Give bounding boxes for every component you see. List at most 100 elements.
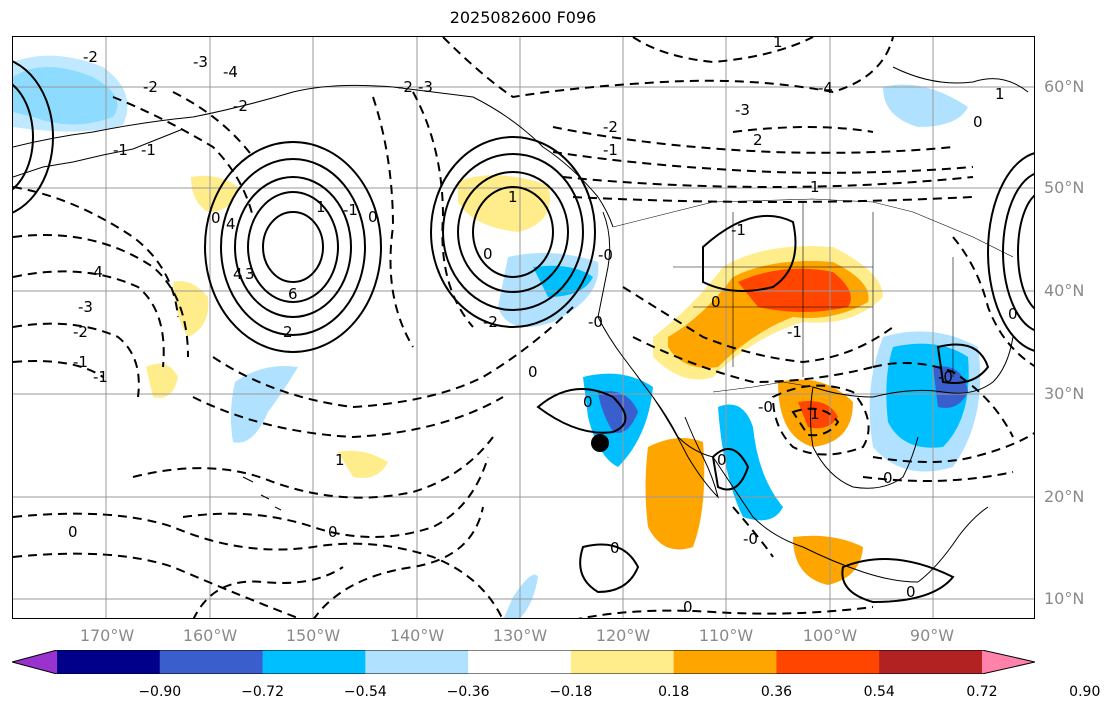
colorbar-extend-high <box>982 650 1035 674</box>
station-marker <box>591 434 609 452</box>
contour-labels: -2 -3 -4 -2 -1 -2 -3 -4 -3 -2 -1 6 1 2 3… <box>68 37 1018 616</box>
contour-ring-155w-5 <box>262 211 324 283</box>
aleutians <box>13 128 184 178</box>
alaska-coast <box>13 84 614 228</box>
contour-label: -1 <box>603 141 618 159</box>
central-america <box>917 506 989 583</box>
contour-pac-2 <box>192 396 504 439</box>
contour-label: 6 <box>288 285 298 303</box>
contour-mid-5 <box>313 506 484 618</box>
lat-label-20n: 20°N <box>1044 487 1085 506</box>
contour-label: 0 <box>368 208 378 226</box>
colorbar-segment <box>468 650 572 674</box>
contour-us-1 <box>622 286 894 364</box>
contour-canada-2 <box>552 151 974 174</box>
contour-label: 1 <box>335 451 345 469</box>
contour-mexico-1 <box>771 384 870 456</box>
contour-label: 0 <box>683 598 693 616</box>
anomaly-fills <box>13 55 981 618</box>
contour-label: -4 <box>88 263 103 281</box>
lat-label-40n: 40°N <box>1044 281 1085 300</box>
colorbar-segment <box>159 650 264 674</box>
contour-label: -0 <box>598 246 613 264</box>
fill-positive-145w <box>458 175 550 232</box>
contour-label: -1 <box>93 368 108 386</box>
colorbar-tick-label: −0.72 <box>241 684 284 700</box>
contour-canada-4 <box>572 196 974 204</box>
colorbar-tick-label: 0.72 <box>966 684 998 700</box>
contour-neg-3 <box>13 270 165 368</box>
contour-label: 0 <box>583 393 593 411</box>
fill-negative-150w <box>230 366 298 443</box>
colorbar-tick-label: −0.54 <box>343 684 387 700</box>
hudson-bay <box>892 66 1029 93</box>
contour-label: 0 <box>610 539 620 557</box>
colorbar-tick-label: −0.36 <box>446 684 490 700</box>
contour-label: -1 <box>787 323 802 341</box>
contour-zero-us <box>702 214 797 292</box>
contour-neg-1 <box>13 186 179 318</box>
contour-label: -1 <box>141 141 156 159</box>
fill-positive-165w <box>173 281 209 337</box>
contour-label: 0 <box>906 583 916 601</box>
coastlines <box>13 66 1029 583</box>
contour-mid-2 <box>13 552 301 618</box>
contour-ring-135w-1 <box>472 186 554 278</box>
contour-gulf-4 <box>872 432 1034 463</box>
map-title: 2025082600 F096 <box>449 8 597 27</box>
contour-baja-south <box>732 506 774 558</box>
lat-label-50n: 50°N <box>1044 178 1085 197</box>
contour-ring-east-2 <box>987 152 1034 352</box>
contour-label: -0 <box>758 398 773 416</box>
colorbar-segment <box>879 650 983 674</box>
contour-label: -1 <box>343 201 358 219</box>
colorbar-segment <box>673 650 777 674</box>
fill-negative-nw-light <box>13 55 128 132</box>
contour-zero-gulf <box>936 343 990 384</box>
contour-label: 1 <box>508 188 518 206</box>
contour-label: 3 <box>245 265 255 283</box>
contour-north-1 <box>442 37 894 99</box>
lat-label-10n: 10°N <box>1044 589 1085 608</box>
fill-negative-baja-core <box>598 391 638 433</box>
contour-label: -1 <box>113 141 128 159</box>
contour-label: -4 <box>223 63 238 81</box>
contour-label: -2 <box>143 78 158 96</box>
contour-label: -2 <box>73 323 88 341</box>
fill-negative-mexico <box>718 404 783 521</box>
contour-label: 0 <box>973 113 983 131</box>
contour-label: 4 <box>233 265 243 283</box>
contour-ring-east-1 <box>1002 172 1034 332</box>
contour-zero-baja <box>536 388 627 434</box>
contour-label: -3 <box>78 298 93 316</box>
contour-label: -4 <box>818 79 833 97</box>
lon-label-160w: 160°W <box>182 626 238 645</box>
hawaii-islands <box>242 476 282 511</box>
contour-neg-2 <box>13 234 189 358</box>
lon-label-90w: 90°W <box>909 626 955 645</box>
contour-zero-ocean <box>192 566 344 618</box>
contour-ring-155w-2 <box>234 176 352 318</box>
contour-label: 0 <box>211 209 221 227</box>
contour-label: 0 <box>68 523 78 541</box>
contour-label: 1 <box>810 405 820 423</box>
contour-label: 0 <box>717 451 727 469</box>
fill-negative-60n-east <box>883 84 968 127</box>
contour-ring-155w-4 <box>204 141 382 353</box>
colorbar-segment <box>776 650 880 674</box>
colorbar-tick-label: −0.18 <box>549 684 593 700</box>
contour-label: -2 <box>603 118 618 136</box>
contour-label: -1 <box>731 221 746 239</box>
contour-label: 2 <box>283 323 293 341</box>
contour-mid-3 <box>132 436 494 499</box>
colorbar <box>12 650 1035 674</box>
contour-label: -0 <box>743 530 758 548</box>
contour-label: -2 <box>233 97 248 115</box>
contour-ring-nw-1 <box>13 83 34 191</box>
fill-positive-baja <box>645 438 705 550</box>
contour-label: 0 <box>1008 305 1018 323</box>
colorbar-tick-label: 0.90 <box>1069 684 1101 700</box>
contour-zero-mexico <box>711 448 750 491</box>
lon-label-140w: 140°W <box>389 626 445 645</box>
lon-label-170w: 170°W <box>79 626 135 645</box>
